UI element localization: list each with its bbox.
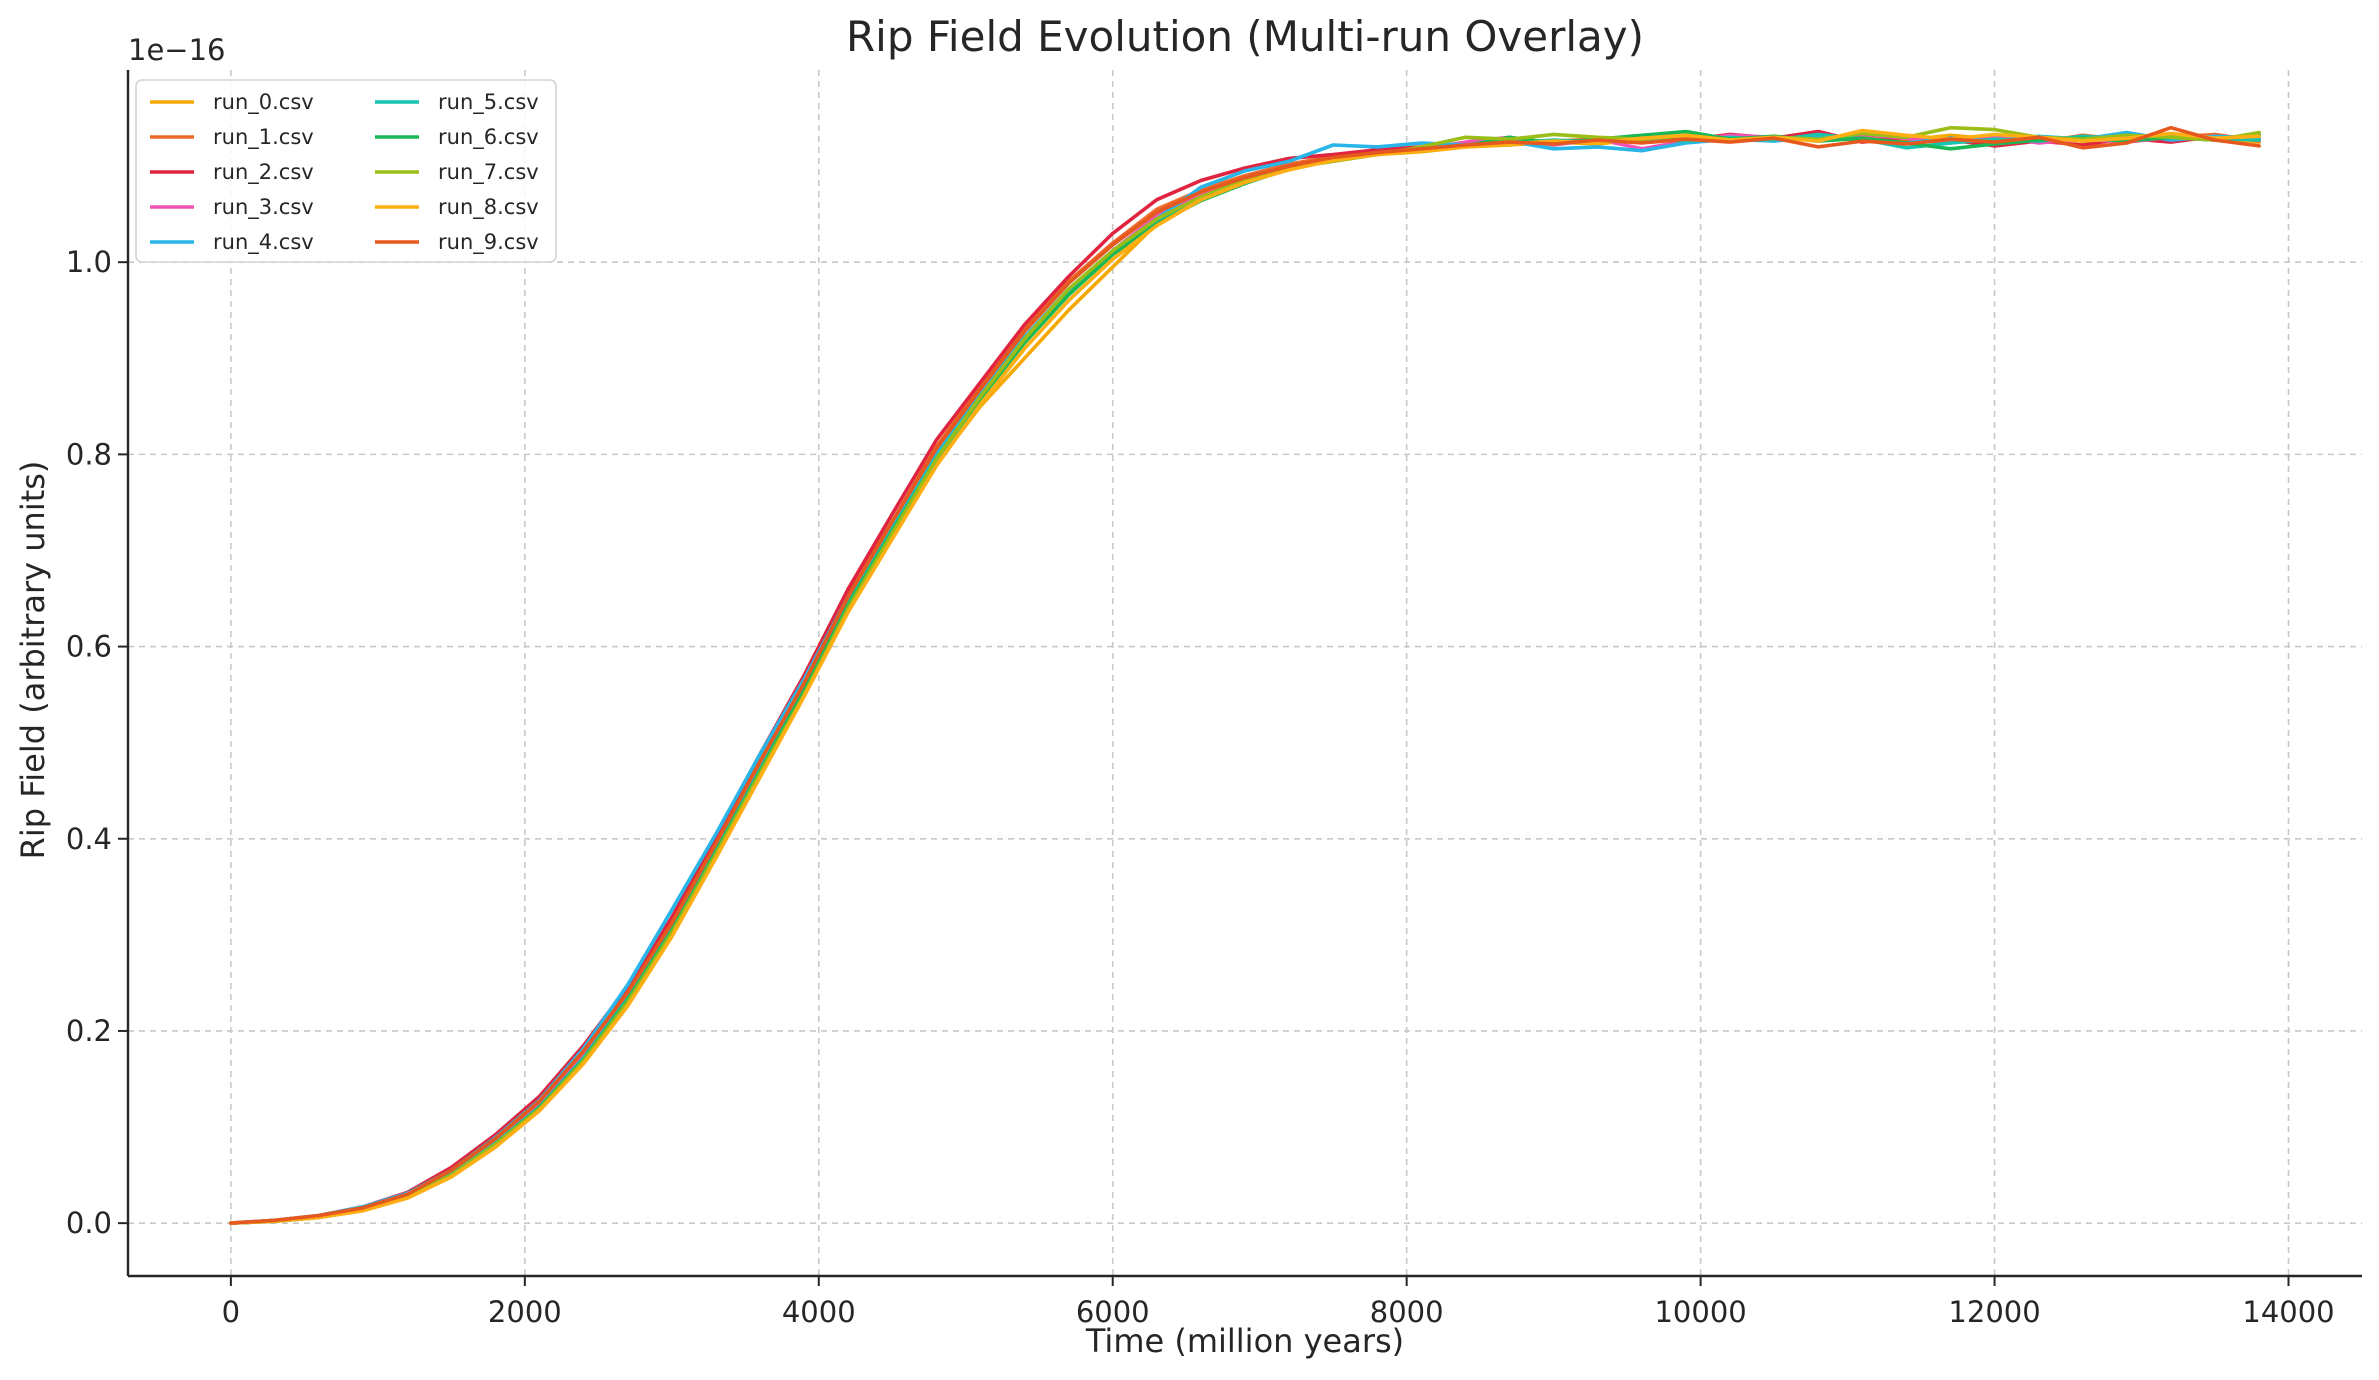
x-tick-label: 0 (222, 1295, 240, 1329)
x-tick-label: 4000 (782, 1295, 856, 1329)
legend: run_0.csv run_1.csv run_2.csv run_3.csv run_… (135, 79, 557, 263)
legend-entry: run_5.csv (438, 90, 539, 115)
series-line-5 (229, 132, 2261, 1225)
legend-entry: run_1.csv (213, 125, 314, 150)
y-tick-label: 0.2 (66, 1014, 112, 1048)
x-axis-label: Time (million years) (1085, 1322, 1404, 1360)
legend-entry: run_9.csv (438, 230, 539, 255)
series-lines (229, 125, 2261, 1225)
series-line-1 (229, 132, 2261, 1225)
legend-entry: run_7.csv (438, 160, 539, 185)
y-tick-label: 0.0 (66, 1206, 112, 1240)
x-tick-label: 14000 (2242, 1295, 2334, 1329)
y-axis-offset-label: 1e−16 (128, 33, 226, 67)
y-ticks: 0.0 0.2 0.4 0.6 0.8 1.0 (66, 245, 128, 1240)
series-line-3 (229, 132, 2261, 1225)
y-tick-label: 0.8 (66, 437, 112, 471)
x-ticks: 0 2000 4000 6000 8000 10000 12000 14000 (222, 1276, 2335, 1329)
series-line-6 (229, 129, 2261, 1225)
legend-entry: run_0.csv (213, 90, 314, 115)
legend-entry: run_6.csv (438, 125, 539, 150)
series-line-2 (229, 129, 2261, 1225)
chart-title: Rip Field Evolution (Multi-run Overlay) (846, 12, 1644, 61)
legend-box (135, 79, 557, 263)
series-line-4 (229, 130, 2261, 1225)
axes (126, 70, 2362, 1278)
x-tick-label: 6000 (1076, 1295, 1150, 1329)
x-tick-label: 12000 (1948, 1295, 2040, 1329)
series-line-8 (229, 128, 2261, 1225)
y-tick-label: 0.4 (66, 822, 112, 856)
series-line-9 (229, 125, 2261, 1225)
legend-entry: run_8.csv (438, 195, 539, 220)
y-axis-label: Rip Field (arbitrary units) (14, 461, 52, 860)
y-tick-label: 0.6 (66, 630, 112, 664)
x-tick-label: 10000 (1654, 1295, 1746, 1329)
series-line-7 (229, 125, 2261, 1225)
legend-entry: run_2.csv (213, 160, 314, 185)
x-tick-label: 2000 (488, 1295, 562, 1329)
series-line-0 (229, 133, 2261, 1225)
legend-entry: run_4.csv (213, 230, 314, 255)
y-tick-label: 1.0 (66, 245, 112, 279)
grid (128, 70, 2362, 1276)
x-tick-label: 8000 (1370, 1295, 1444, 1329)
legend-entry: run_3.csv (213, 195, 314, 220)
